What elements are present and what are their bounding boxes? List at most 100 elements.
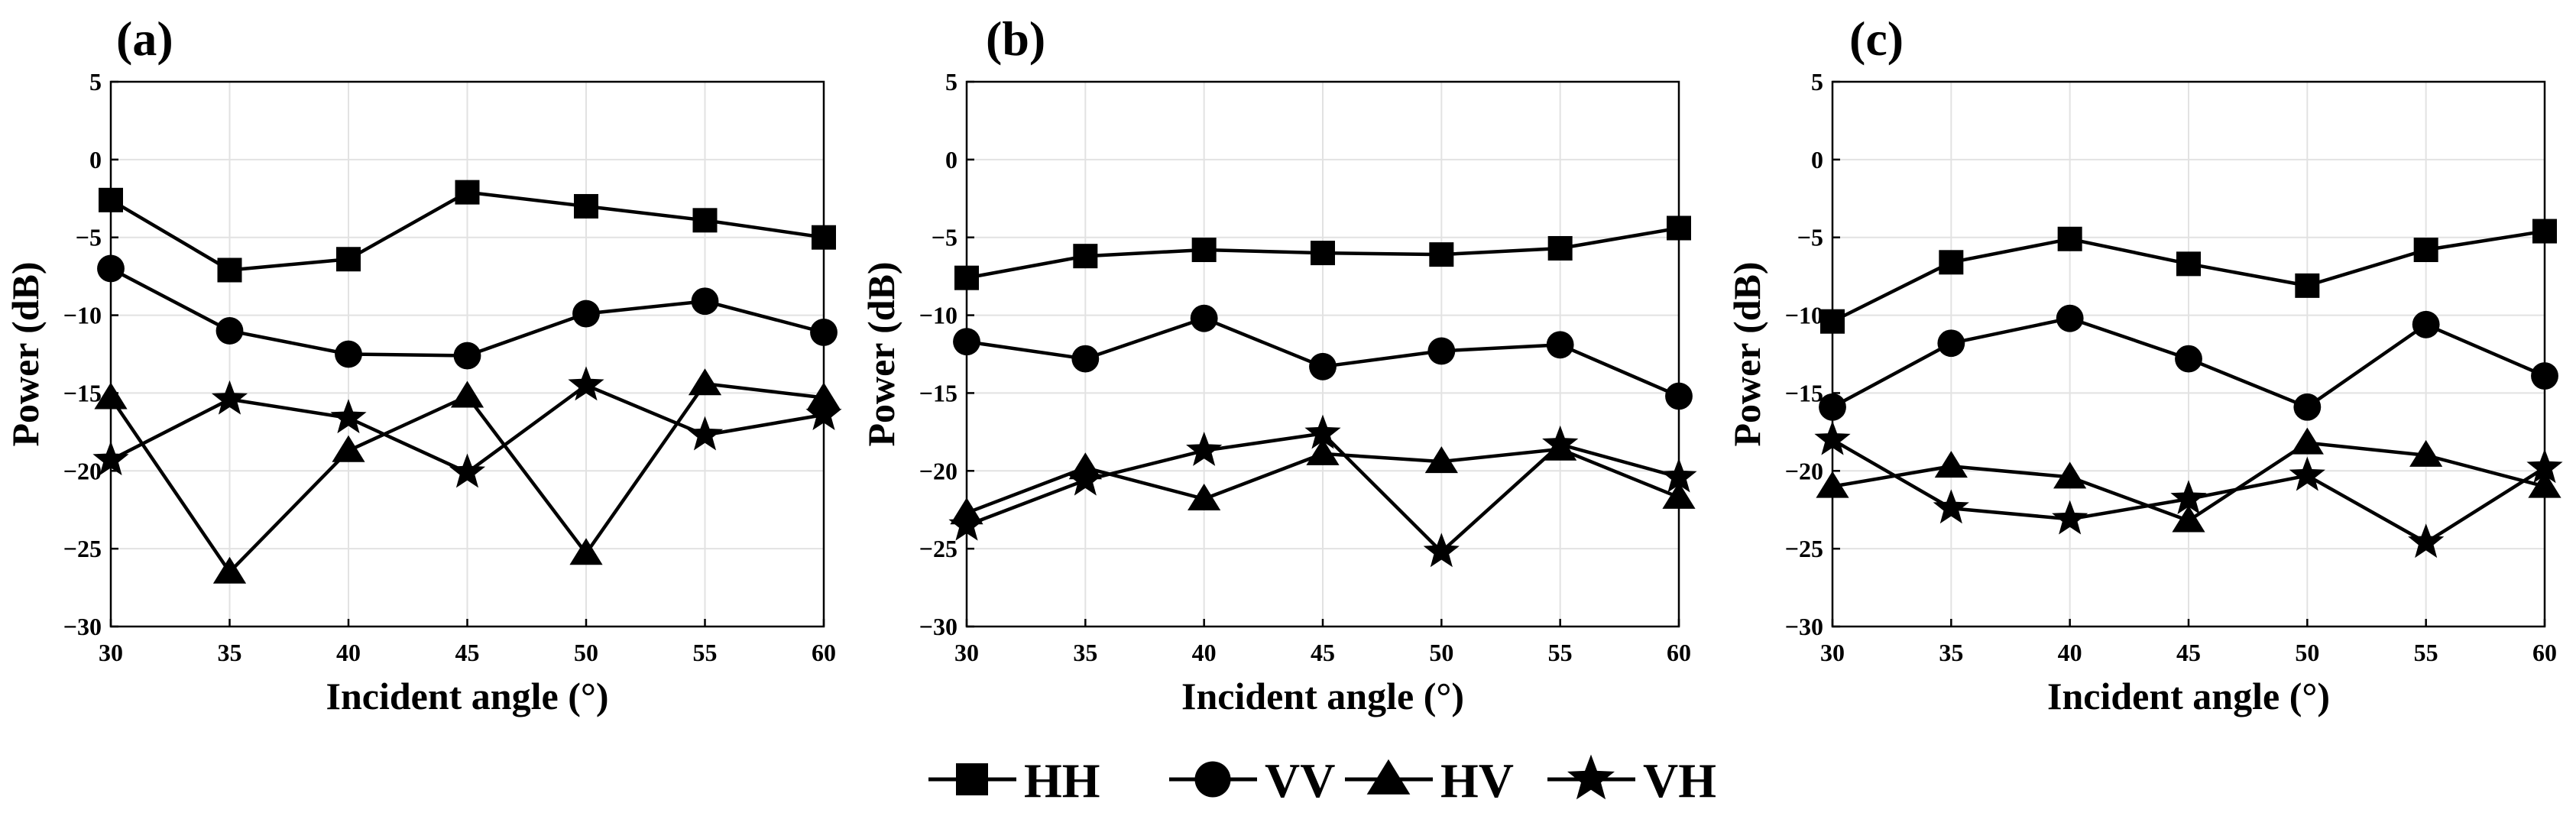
y-tick-label: −20 [919,457,957,484]
data-point-vv [810,319,838,346]
chart-panel-b: 30 35 40 45 50 55 6050−5−10−15−20−25−30Inciden… [860,11,1697,717]
data-point-vh [2170,480,2207,514]
x-tick-label: 50 [574,639,598,666]
data-point-hv [1934,451,1968,478]
series-vv [1819,304,2558,421]
panel-label: (b) [986,11,1045,66]
y-tick-label: 5 [89,68,102,96]
data-point-vv [1819,393,1846,421]
legend: HH VV HV VH [928,753,1716,808]
x-tick-label: 35 [218,639,242,666]
legend-label: HV [1440,753,1514,808]
y-tick-label: −20 [1785,457,1823,484]
data-point-vh [211,380,248,415]
data-point-vh [2052,500,2088,535]
x-tick-label: 60 [1667,639,1691,666]
series-vh [92,366,842,488]
data-point-hv [2053,461,2087,489]
data-point-vv [2175,345,2202,373]
legend-item-vv: VV [1169,753,1335,808]
x-tick-label: 35 [1939,639,1963,666]
y-tick-label: 0 [89,146,102,173]
x-tick-label: 45 [1311,639,1335,666]
y-tick-label: −15 [63,379,102,406]
data-point-hv [2172,505,2205,533]
data-point-hv [2290,427,2324,455]
data-point-hh [217,257,242,283]
data-point-hh [1939,250,1964,275]
y-tick-label: −10 [63,302,102,329]
data-point-hv [2409,439,2443,467]
data-point-vh [805,396,842,430]
data-point-vv [1937,329,1965,358]
x-tick-label: 55 [1548,639,1573,666]
data-point-hh [2176,251,2201,277]
data-point-vh [1542,425,1579,460]
data-point-vv [1546,331,1574,359]
data-point-hh [2532,219,2557,244]
series-hh [954,215,1691,290]
data-point-vv [1427,337,1456,365]
series-vh [1814,420,2563,559]
x-tick-label: 30 [99,639,123,666]
data-point-hh [99,187,123,212]
x-tick-label: 30 [954,639,979,666]
y-tick-label: −25 [1785,535,1823,562]
data-point-vh [1186,432,1223,466]
data-point-vv [2412,310,2440,338]
y-tick-label: −15 [919,379,957,406]
x-tick-label: 45 [455,639,480,666]
y-tick-label: −30 [1785,613,1823,640]
legend-item-hv: HV [1345,753,1514,808]
y-tick-label: −25 [63,535,102,562]
legend-marker-hh [956,763,988,795]
data-point-hv [2528,471,2561,498]
series-hh [1820,219,2557,334]
y-tick-label: −30 [63,613,102,640]
x-axis-title: Incident angle (°) [1181,675,1464,717]
legend-marker-vv [1194,761,1231,798]
data-point-vh [568,366,604,401]
series-vv [97,254,838,370]
series-vh [948,414,1697,568]
data-point-vh [686,416,724,451]
data-point-hv [688,368,722,396]
data-point-hh [336,247,361,272]
data-point-hh [574,193,598,219]
legend-label: VH [1643,753,1716,808]
data-point-vh [2408,523,2445,559]
data-point-vv [453,342,481,370]
chart-panel-a: 30 35 40 45 50 55 6050−5−10−15−20−25−30Inciden… [4,11,842,717]
x-tick-label: 60 [812,639,836,666]
x-tick-label: 50 [1429,639,1453,666]
data-point-hh [1667,215,1691,241]
data-point-vv [1071,345,1100,373]
data-point-hv [569,538,603,565]
x-tick-label: 55 [2414,639,2438,666]
data-point-vh [1423,533,1460,568]
y-tick-label: −10 [1785,302,1823,329]
data-point-hh [954,265,979,290]
x-tick-label: 40 [1192,639,1217,666]
data-point-vh [1814,420,1851,455]
x-axis-title: Incident angle (°) [2047,675,2330,717]
data-point-hh [812,225,836,250]
data-point-hh [1429,242,1454,267]
data-point-hh [2413,238,2438,263]
x-tick-label: 40 [336,639,361,666]
y-tick-label: −20 [63,457,102,484]
y-tick-label: −5 [1797,224,1823,251]
x-tick-label: 50 [2295,639,2319,666]
y-tick-label: 5 [945,68,957,96]
data-point-vv [2056,304,2084,332]
data-point-vv [691,287,719,316]
data-point-hv [1662,481,1696,509]
series-hv [1816,427,2561,533]
x-tick-label: 40 [2058,639,2082,666]
data-point-hv [1424,446,1458,474]
x-tick-label: 60 [2532,639,2557,666]
data-point-hv [212,556,247,584]
data-point-vh [330,399,367,434]
panel-label: (c) [1849,11,1904,66]
data-point-vv [335,340,362,368]
